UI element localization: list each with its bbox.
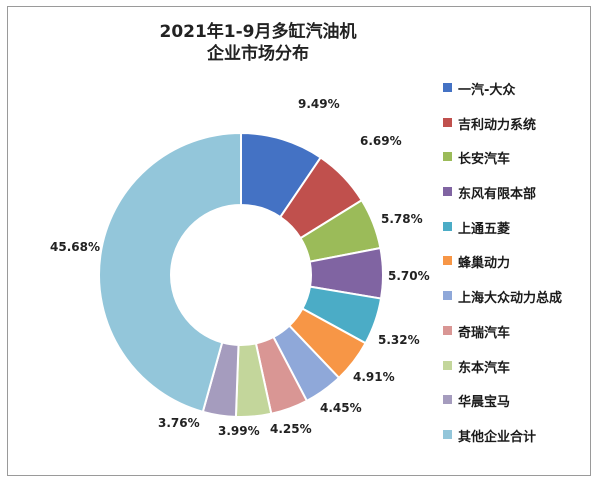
slice-value-label: 4.91% <box>353 370 395 384</box>
legend: 一汽-大众吉利动力系统 长安汽车东风有限本部 上通五菱蜂巢动力上海大众动力总成 奇瑞汽… <box>443 79 562 461</box>
legend-swatch <box>443 83 452 92</box>
legend-label: 东本汽车 <box>458 360 511 376</box>
slice-value-label: 4.45% <box>320 401 362 415</box>
legend-label: 上通五菱 <box>458 221 511 237</box>
slice-value-label: 3.99% <box>218 424 260 438</box>
legend-swatch <box>443 325 452 335</box>
legend-item: 华晨宝马 <box>443 391 562 426</box>
slice-value-label: 5.32% <box>378 333 420 347</box>
legend-swatch <box>443 429 452 439</box>
slice-value-label: 6.69% <box>360 134 402 148</box>
legend-swatch <box>443 152 452 162</box>
legend-label: 长安汽车 <box>458 152 511 168</box>
slice-value-label: 4.25% <box>270 422 312 436</box>
legend-item: 蜂巢动力 <box>443 252 562 287</box>
legend-item: 一汽-大众 <box>443 79 562 114</box>
legend-swatch <box>443 221 452 231</box>
legend-swatch <box>443 256 452 266</box>
legend-swatch <box>443 187 452 197</box>
legend-item: 吉利动力系统 <box>443 114 562 149</box>
legend-label: 华晨宝马 <box>458 395 511 411</box>
legend-label: 其他企业合计 <box>458 429 537 445</box>
legend-item: 东本汽车 <box>443 357 562 392</box>
legend-label: 一汽-大众 <box>458 83 516 98</box>
chart-frame: 2021年1-9月多缸汽油机 企业市场分布 9.49% 6.69% 5.78% 5.7… <box>7 6 591 476</box>
legend-item: 东风有限本部 <box>443 183 562 218</box>
legend-item: 长安汽车 <box>443 148 562 183</box>
legend-swatch <box>443 360 452 370</box>
legend-label: 蜂巢动力 <box>458 256 511 272</box>
chart-title: 2021年1-9月多缸汽油机 企业市场分布 <box>68 21 448 65</box>
legend-item: 上通五菱 <box>443 218 562 253</box>
legend-label: 东风有限本部 <box>458 187 537 203</box>
legend-label: 奇瑞汽车 <box>458 325 511 341</box>
slice-value-label: 45.68% <box>50 240 100 254</box>
legend-item: 上海大众动力总成 <box>443 287 562 322</box>
legend-swatch <box>443 291 452 301</box>
legend-swatch <box>443 395 452 405</box>
chart-title-line-1: 2021年1-9月多缸汽油机 <box>159 22 357 42</box>
slice-value-label: 9.49% <box>298 97 340 111</box>
slice-value-label: 3.76% <box>158 416 200 430</box>
slice-value-label: 5.70% <box>388 269 430 283</box>
legend-item: 奇瑞汽车 <box>443 322 562 357</box>
legend-label: 上海大众动力总成 <box>458 291 563 307</box>
slice-value-label: 5.78% <box>381 212 423 226</box>
donut-chart: 9.49% 6.69% 5.78% 5.70% 5.32% 4.91% 4.45% 4.25%… <box>50 97 430 438</box>
legend-label: 吉利动力系统 <box>458 117 537 133</box>
donut-slice <box>98 131 242 414</box>
legend-swatch <box>443 117 452 127</box>
legend-item: 其他企业合计 <box>443 426 562 461</box>
chart-title-line-2: 企业市场分布 <box>207 44 309 64</box>
